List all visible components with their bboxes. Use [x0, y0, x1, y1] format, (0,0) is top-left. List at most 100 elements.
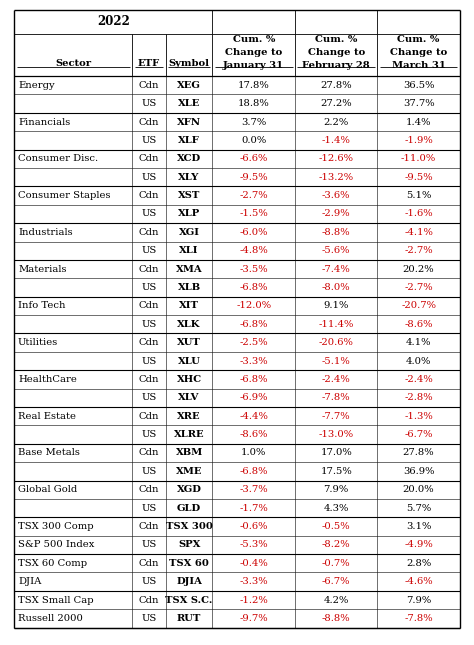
Text: -13.2%: -13.2%	[319, 173, 354, 182]
Text: TSX 300 Comp: TSX 300 Comp	[18, 522, 94, 531]
Text: -8.6%: -8.6%	[404, 320, 433, 329]
Text: TSX Small Cap: TSX Small Cap	[18, 595, 94, 604]
Text: XLK: XLK	[177, 320, 201, 329]
Text: -4.6%: -4.6%	[404, 577, 433, 586]
Text: US: US	[141, 210, 156, 219]
Text: XBM: XBM	[175, 448, 203, 457]
Text: -5.3%: -5.3%	[239, 541, 268, 550]
Text: -8.8%: -8.8%	[322, 228, 350, 237]
Text: 36.5%: 36.5%	[403, 81, 434, 90]
Text: -5.6%: -5.6%	[322, 246, 350, 255]
Text: Info Tech: Info Tech	[18, 301, 65, 310]
Text: US: US	[141, 320, 156, 329]
Text: 17.5%: 17.5%	[320, 467, 352, 476]
Text: -6.8%: -6.8%	[239, 375, 268, 384]
Text: 1.4%: 1.4%	[406, 117, 431, 126]
Text: 27.2%: 27.2%	[320, 99, 352, 108]
Text: -1.4%: -1.4%	[322, 136, 351, 145]
Text: TSX 60 Comp: TSX 60 Comp	[18, 559, 87, 568]
Text: XIT: XIT	[179, 301, 199, 310]
Text: 4.2%: 4.2%	[323, 595, 349, 604]
Text: TSX 60: TSX 60	[169, 559, 209, 568]
Text: 7.9%: 7.9%	[324, 485, 349, 494]
Text: HealthCare: HealthCare	[18, 375, 77, 384]
Text: Cdn: Cdn	[139, 228, 159, 237]
Text: Utilities: Utilities	[18, 338, 58, 347]
Text: Cdn: Cdn	[139, 559, 159, 568]
Text: TSX 300: TSX 300	[166, 522, 212, 531]
Text: Cdn: Cdn	[139, 412, 159, 421]
Text: Cum. %: Cum. %	[233, 35, 275, 45]
Text: 3.1%: 3.1%	[406, 522, 431, 531]
Text: -7.4%: -7.4%	[322, 264, 350, 273]
Text: -1.9%: -1.9%	[404, 136, 433, 145]
Text: RUT: RUT	[177, 614, 201, 623]
Text: -0.7%: -0.7%	[322, 559, 350, 568]
Text: XLP: XLP	[178, 210, 200, 219]
Text: -8.6%: -8.6%	[239, 430, 268, 439]
Text: XLU: XLU	[178, 357, 201, 366]
Text: Consumer Disc.: Consumer Disc.	[18, 154, 98, 163]
Text: 17.0%: 17.0%	[320, 448, 352, 457]
Text: -8.2%: -8.2%	[322, 541, 350, 550]
Text: XLY: XLY	[178, 173, 200, 182]
Text: -3.6%: -3.6%	[322, 191, 350, 200]
Text: US: US	[141, 357, 156, 366]
Text: -6.7%: -6.7%	[322, 577, 350, 586]
Text: XHC: XHC	[176, 375, 201, 384]
Text: -5.1%: -5.1%	[322, 357, 350, 366]
Text: XLB: XLB	[178, 283, 201, 292]
Text: -7.8%: -7.8%	[322, 393, 350, 402]
Text: -12.6%: -12.6%	[319, 154, 354, 163]
Text: -4.8%: -4.8%	[239, 246, 268, 255]
Text: 7.9%: 7.9%	[406, 595, 431, 604]
Text: -3.3%: -3.3%	[239, 577, 268, 586]
Text: -3.3%: -3.3%	[239, 357, 268, 366]
Text: Cdn: Cdn	[139, 301, 159, 310]
Text: US: US	[141, 430, 156, 439]
Text: S&P 500 Index: S&P 500 Index	[18, 541, 94, 550]
Text: XUT: XUT	[177, 338, 201, 347]
Text: GLD: GLD	[177, 504, 201, 513]
Text: 27.8%: 27.8%	[403, 448, 434, 457]
Text: Cdn: Cdn	[139, 117, 159, 126]
Text: 27.8%: 27.8%	[320, 81, 352, 90]
Text: DJIA: DJIA	[18, 577, 41, 586]
Text: -6.9%: -6.9%	[239, 393, 268, 402]
Text: -2.5%: -2.5%	[239, 338, 268, 347]
Text: US: US	[141, 541, 156, 550]
Text: XST: XST	[178, 191, 201, 200]
Text: February 28: February 28	[302, 61, 370, 70]
Text: US: US	[141, 614, 156, 623]
Text: 1.0%: 1.0%	[241, 448, 266, 457]
Text: Change to: Change to	[390, 48, 447, 57]
Text: -13.0%: -13.0%	[319, 430, 354, 439]
Text: Consumer Staples: Consumer Staples	[18, 191, 110, 200]
Text: -6.8%: -6.8%	[239, 320, 268, 329]
Text: -6.8%: -6.8%	[239, 467, 268, 476]
Text: 4.0%: 4.0%	[406, 357, 431, 366]
Text: Cdn: Cdn	[139, 485, 159, 494]
Text: ETF: ETF	[138, 59, 160, 68]
Text: XLE: XLE	[178, 99, 201, 108]
Text: March 31: March 31	[392, 61, 446, 70]
Text: -8.0%: -8.0%	[322, 283, 350, 292]
Text: -1.3%: -1.3%	[404, 412, 433, 421]
Text: Cdn: Cdn	[139, 191, 159, 200]
Text: XLV: XLV	[178, 393, 200, 402]
Text: Materials: Materials	[18, 264, 66, 273]
Text: -2.7%: -2.7%	[404, 246, 433, 255]
Text: -7.7%: -7.7%	[322, 412, 350, 421]
Text: -2.9%: -2.9%	[322, 210, 350, 219]
Text: US: US	[141, 504, 156, 513]
Text: -1.5%: -1.5%	[239, 210, 268, 219]
Text: -6.0%: -6.0%	[239, 228, 268, 237]
Text: XRE: XRE	[177, 412, 201, 421]
Text: US: US	[141, 577, 156, 586]
Text: -20.7%: -20.7%	[401, 301, 436, 310]
Text: Cum. %: Cum. %	[315, 35, 357, 45]
Text: 5.7%: 5.7%	[406, 504, 431, 513]
Text: 18.8%: 18.8%	[238, 99, 270, 108]
Text: 4.3%: 4.3%	[323, 504, 349, 513]
Text: US: US	[141, 136, 156, 145]
